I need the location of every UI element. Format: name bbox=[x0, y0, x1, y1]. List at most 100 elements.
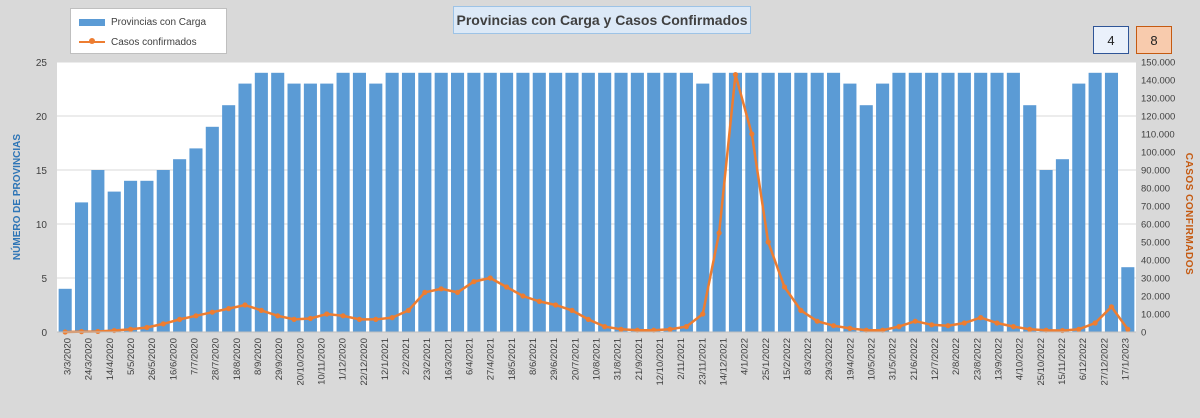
right-tick-label: 20.000 bbox=[1141, 292, 1170, 303]
x-tick-label: 29/9/2020 bbox=[274, 338, 285, 380]
cases-point bbox=[961, 320, 967, 326]
right-tick-label: 90.000 bbox=[1141, 166, 1170, 177]
cases-point bbox=[847, 325, 853, 331]
bar bbox=[91, 170, 105, 332]
bar bbox=[745, 72, 759, 333]
cases-point bbox=[422, 289, 428, 295]
cases-point bbox=[814, 318, 820, 324]
x-tick-label: 29/3/2022 bbox=[824, 338, 835, 380]
x-tick-label: 8/9/2020 bbox=[253, 338, 264, 375]
bar bbox=[843, 83, 857, 332]
bar bbox=[189, 148, 203, 332]
x-tick-label: 23/8/2022 bbox=[972, 338, 983, 380]
right-tick-label: 40.000 bbox=[1141, 256, 1170, 267]
left-tick-label: 0 bbox=[41, 328, 47, 339]
legend: Provincias con Carga Casos confirmados bbox=[70, 8, 227, 54]
right-axis: 0 10.000 20.000 30.000 40.000 50.000 60.000 70.… bbox=[1141, 58, 1175, 339]
cases-point bbox=[405, 307, 412, 313]
left-tick-label: 20 bbox=[36, 112, 48, 123]
bar bbox=[679, 72, 693, 333]
x-tick-label: 21/9/2021 bbox=[634, 338, 645, 380]
bar bbox=[908, 72, 922, 333]
bar bbox=[761, 72, 775, 333]
cases-point bbox=[356, 316, 363, 322]
legend-label-line: Casos confirmados bbox=[111, 36, 197, 48]
x-tick-label: 18/5/2021 bbox=[507, 338, 518, 380]
bar bbox=[614, 72, 628, 333]
bar bbox=[254, 72, 268, 333]
bar bbox=[238, 83, 252, 332]
x-tick-label: 27/4/2021 bbox=[486, 338, 497, 380]
x-tick-label: 8/3/2022 bbox=[803, 338, 814, 375]
bar bbox=[467, 72, 481, 333]
bar bbox=[173, 159, 187, 332]
bar bbox=[483, 72, 497, 333]
left-tick-label: 25 bbox=[36, 58, 48, 69]
x-tick-label: 12/10/2021 bbox=[655, 338, 666, 386]
legend-item-bars: Provincias con Carga bbox=[79, 15, 206, 29]
bar bbox=[974, 72, 988, 333]
cases-point bbox=[438, 286, 444, 292]
right-tick-label: 120.000 bbox=[1141, 112, 1175, 123]
cases-point bbox=[978, 315, 984, 321]
bar bbox=[140, 180, 154, 332]
bar bbox=[598, 72, 612, 333]
cases-point bbox=[667, 326, 673, 332]
bar bbox=[1104, 72, 1119, 333]
bar bbox=[925, 72, 939, 333]
bar bbox=[58, 288, 72, 332]
cases-point bbox=[520, 293, 526, 299]
cases-point bbox=[929, 322, 935, 328]
cases-point bbox=[226, 306, 232, 312]
x-tick-label: 27/12/2022 bbox=[1099, 338, 1110, 386]
x-tick-label: 13/9/2022 bbox=[993, 338, 1004, 380]
right-tick-label: 100.000 bbox=[1141, 148, 1175, 159]
bar bbox=[712, 72, 726, 333]
x-tick-label: 14/12/2021 bbox=[718, 338, 729, 386]
right-tick-label: 50.000 bbox=[1141, 238, 1170, 249]
right-tick-label: 110.000 bbox=[1141, 130, 1175, 141]
badge-blue: 4 bbox=[1093, 26, 1129, 54]
bar bbox=[859, 105, 873, 332]
bar bbox=[369, 83, 383, 332]
legend-label-bars: Provincias con Carga bbox=[111, 16, 207, 28]
bar bbox=[320, 83, 334, 332]
cases-point bbox=[798, 307, 804, 313]
cases-point bbox=[275, 313, 281, 319]
bar bbox=[1023, 105, 1037, 332]
x-tick-label: 14/4/2020 bbox=[105, 338, 116, 380]
x-tick-label: 16/6/2020 bbox=[168, 338, 179, 380]
bar bbox=[827, 72, 841, 333]
bar bbox=[434, 72, 448, 333]
cases-point bbox=[749, 131, 755, 137]
bar bbox=[663, 72, 677, 333]
x-tick-label: 12/1/2021 bbox=[380, 338, 391, 380]
cases-point bbox=[1125, 326, 1131, 332]
x-tick-label: 5/5/2020 bbox=[126, 338, 137, 375]
cases-point bbox=[471, 279, 477, 285]
cases-point bbox=[127, 326, 134, 332]
bar bbox=[156, 170, 170, 332]
bar bbox=[581, 72, 595, 333]
x-tick-label: 31/8/2021 bbox=[613, 338, 624, 380]
cases-point bbox=[569, 307, 575, 313]
x-tick-label: 21/6/2022 bbox=[909, 338, 920, 380]
line-series bbox=[62, 72, 1131, 335]
bar bbox=[990, 72, 1004, 333]
x-tick-label: 1/12/2020 bbox=[338, 338, 349, 380]
x-tick-label: 2/11/2021 bbox=[676, 338, 687, 380]
cases-point bbox=[144, 324, 150, 331]
cases-point bbox=[324, 311, 330, 317]
bar bbox=[892, 72, 906, 333]
bar bbox=[74, 202, 89, 332]
cases-point bbox=[602, 324, 608, 330]
cases-point bbox=[1108, 304, 1115, 310]
bar bbox=[222, 105, 236, 332]
cases-point bbox=[209, 309, 215, 315]
bar bbox=[516, 72, 530, 333]
bar bbox=[532, 72, 546, 333]
chart-title: Provincias con Carga y Casos Confirmados bbox=[453, 6, 751, 34]
bar bbox=[205, 126, 219, 332]
bar bbox=[271, 72, 285, 333]
cases-point bbox=[1092, 320, 1098, 326]
